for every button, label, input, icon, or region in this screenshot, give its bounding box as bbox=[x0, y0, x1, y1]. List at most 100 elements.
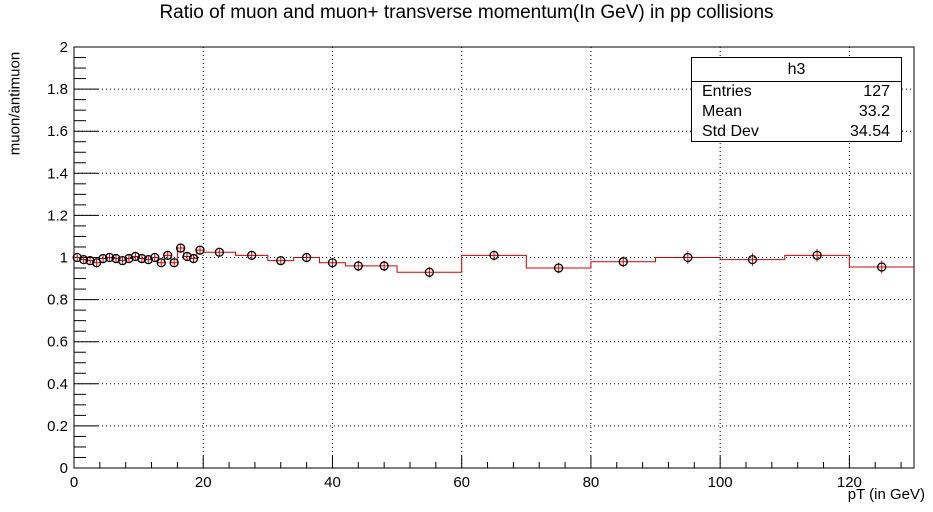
y-tick-label: 1.6 bbox=[47, 123, 68, 140]
point-marker bbox=[618, 257, 628, 267]
data-point bbox=[247, 250, 257, 261]
data-point bbox=[169, 258, 179, 268]
data-point bbox=[489, 250, 499, 261]
axis-ticks bbox=[73, 46, 902, 469]
point-marker bbox=[72, 252, 82, 263]
stats-value: 127 bbox=[863, 83, 890, 100]
stats-row-stddev: Std Dev 34.54 bbox=[692, 122, 901, 142]
data-point bbox=[163, 250, 173, 261]
data-point bbox=[130, 251, 141, 262]
point-marker bbox=[683, 252, 693, 263]
data-point bbox=[195, 245, 205, 255]
point-marker bbox=[156, 258, 166, 268]
x-tick-label: 40 bbox=[324, 474, 341, 491]
point-marker bbox=[812, 250, 822, 261]
point-marker bbox=[150, 252, 160, 263]
tick-labels: 0 20 40 60 80 100 120 0 0.2 0.4 0.6 0.8 1 1.2 1.4 1.6 1.… bbox=[47, 39, 862, 491]
point-marker bbox=[353, 261, 363, 271]
histogram-series bbox=[74, 247, 914, 273]
y-tick-label: 0.4 bbox=[47, 376, 68, 393]
point-marker bbox=[276, 256, 286, 266]
stats-row-entries: Entries 127 bbox=[692, 82, 901, 102]
data-point bbox=[327, 258, 338, 268]
point-marker bbox=[91, 258, 102, 268]
x-tick-label: 100 bbox=[708, 474, 733, 491]
stats-box: h3 Entries 127 Mean 33.2 Std Dev 34.54 bbox=[691, 57, 902, 142]
data-point bbox=[72, 252, 82, 263]
x-tick-label: 80 bbox=[583, 474, 600, 491]
data-point bbox=[301, 252, 312, 263]
data-point bbox=[618, 256, 628, 267]
point-marker bbox=[379, 261, 389, 271]
point-marker bbox=[111, 253, 121, 264]
data-point bbox=[214, 247, 225, 257]
point-marker bbox=[188, 253, 199, 264]
data-point bbox=[379, 260, 389, 272]
data-point bbox=[137, 253, 147, 264]
y-tick-label: 0.8 bbox=[47, 292, 68, 309]
point-marker bbox=[327, 258, 338, 268]
stats-value: 33.2 bbox=[858, 103, 890, 120]
data-point bbox=[553, 262, 564, 274]
data-point bbox=[104, 252, 115, 263]
data-point bbox=[117, 256, 128, 266]
y-tick-label: 1 bbox=[60, 250, 68, 267]
y-axis-label: muon/antimuon bbox=[6, 51, 24, 156]
point-marker bbox=[98, 253, 108, 264]
stats-key: Mean bbox=[702, 103, 743, 120]
data-point bbox=[812, 249, 822, 262]
data-point bbox=[188, 253, 199, 264]
data-points bbox=[72, 243, 887, 278]
point-marker bbox=[130, 251, 141, 262]
data-point bbox=[79, 254, 89, 265]
stats-key: Entries bbox=[702, 83, 752, 100]
data-point bbox=[276, 256, 286, 266]
y-tick-label: 0.2 bbox=[47, 418, 68, 435]
point-marker bbox=[489, 250, 499, 261]
data-point bbox=[111, 253, 121, 264]
chart-title: Ratio of muon and muon+ transverse momen… bbox=[159, 2, 774, 23]
stats-box-title: h3 bbox=[692, 58, 901, 82]
y-tick-label: 0 bbox=[60, 460, 68, 477]
point-marker bbox=[124, 253, 134, 264]
stats-value: 34.54 bbox=[849, 123, 890, 140]
point-marker bbox=[143, 254, 153, 265]
data-point bbox=[98, 253, 108, 264]
data-point bbox=[150, 252, 160, 263]
x-axis-label: pT (in GeV) bbox=[847, 486, 925, 503]
x-tick-label: 20 bbox=[195, 474, 212, 491]
point-marker bbox=[214, 247, 225, 257]
point-marker bbox=[877, 262, 887, 272]
data-point bbox=[124, 253, 134, 264]
point-marker bbox=[79, 254, 89, 265]
point-marker bbox=[104, 252, 115, 263]
y-tick-label: 2 bbox=[60, 39, 68, 56]
histogram-step-line bbox=[74, 247, 914, 273]
data-point bbox=[182, 251, 192, 262]
point-marker bbox=[85, 256, 95, 266]
data-point bbox=[877, 260, 887, 274]
point-marker bbox=[301, 252, 312, 263]
data-point bbox=[424, 266, 435, 278]
point-marker bbox=[553, 263, 564, 273]
data-point bbox=[91, 258, 102, 268]
point-marker bbox=[747, 254, 758, 265]
data-point bbox=[683, 251, 693, 264]
y-tick-label: 0.6 bbox=[47, 334, 68, 351]
point-marker bbox=[117, 256, 128, 266]
y-tick-label: 1.2 bbox=[47, 207, 68, 224]
point-marker bbox=[424, 267, 435, 277]
data-point bbox=[747, 253, 758, 266]
data-point bbox=[175, 243, 186, 253]
point-marker bbox=[182, 251, 192, 262]
point-marker bbox=[247, 250, 257, 261]
x-tick-label: 0 bbox=[70, 474, 78, 491]
stats-row-mean: Mean 33.2 bbox=[692, 102, 901, 122]
x-tick-label: 120 bbox=[837, 474, 862, 491]
x-tick-label: 60 bbox=[453, 474, 470, 491]
y-tick-label: 1.8 bbox=[47, 81, 68, 98]
data-point bbox=[156, 258, 166, 268]
stats-key: Std Dev bbox=[702, 123, 759, 140]
point-marker bbox=[137, 253, 147, 264]
point-marker bbox=[169, 258, 179, 268]
